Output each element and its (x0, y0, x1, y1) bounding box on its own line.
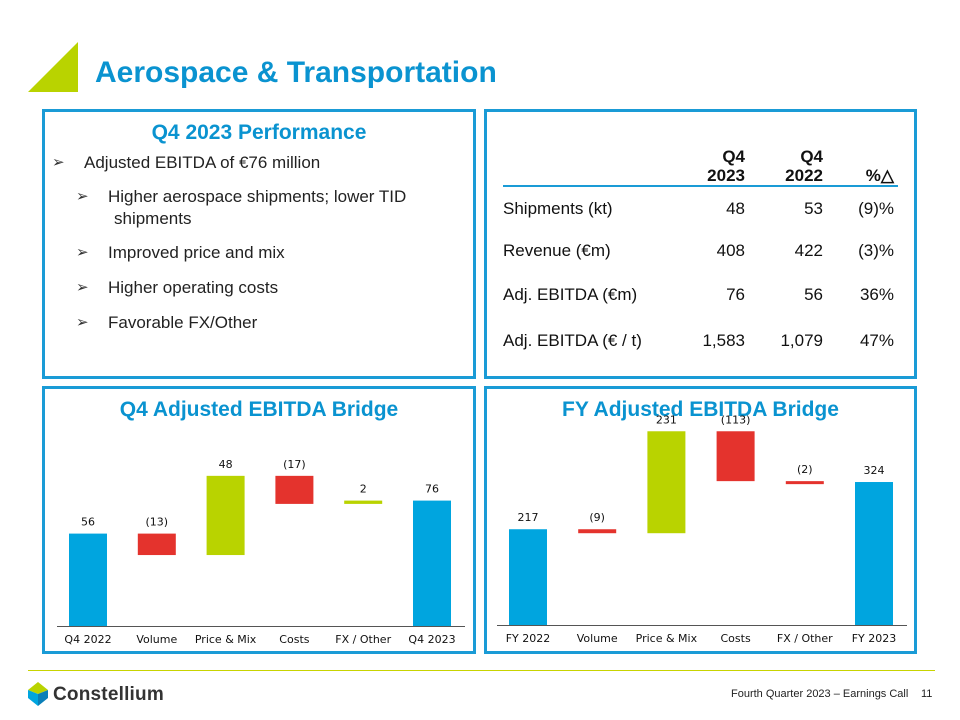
cell-q4-2023: 76 (726, 285, 745, 304)
table-row: Adj. EBITDA (€ / t) 1,583 1,079 47% (503, 319, 898, 363)
row-label: Shipments (kt) (503, 198, 613, 218)
bar (785, 481, 824, 485)
category-label: Q4 2022 (64, 633, 111, 646)
driver-text: Favorable FX/Other (108, 313, 258, 332)
performance-title: Q4 2023 Performance (151, 121, 367, 144)
data-label: 76 (425, 483, 439, 496)
data-label: 48 (219, 458, 233, 471)
kpi-header-row: Q4 2023 Q4 2022 %△ (503, 143, 898, 187)
fy-bridge-panel: FY Adjusted EBITDA Bridge 217 FY 2022 (9) V… (484, 386, 917, 654)
driver-text: Higher aerospace shipments; lower TID (108, 187, 407, 206)
kpi-table: Q4 2023 Q4 2022 %△ Shipments (kt) 48 53 (9… (503, 143, 898, 363)
data-label: 56 (81, 516, 95, 529)
bar (647, 431, 686, 534)
category-label: Price & Mix (636, 632, 698, 645)
bar (413, 500, 451, 626)
data-label: (13) (146, 516, 169, 529)
kpi-header-q4-2022: Q4 2022 (745, 143, 823, 187)
cell-q4-2022: 56 (804, 285, 823, 304)
corner-accent-icon (28, 42, 78, 92)
cell-change: 47% (859, 331, 894, 350)
page-number: 11 (921, 688, 933, 700)
kpi-header-label (503, 143, 679, 187)
table-row: Adj. EBITDA (€m) 76 56 36% (503, 271, 898, 319)
arrow-bullet-icon: ➢ (76, 244, 89, 261)
cell-change: (9)% (858, 198, 894, 218)
table-row: Revenue (€m) 408 422 (3)% (503, 230, 898, 271)
category-label: Volume (136, 633, 177, 646)
bar (716, 431, 755, 482)
arrow-bullet-icon: ➢ (76, 188, 89, 205)
footer-divider (28, 670, 935, 671)
category-label: FY 2023 (852, 632, 897, 645)
category-label: FY 2022 (506, 632, 551, 645)
cell-change: (3)% (858, 240, 894, 260)
category-label: Costs (279, 633, 309, 646)
data-label: (113) (721, 413, 751, 426)
kpi-panel: Q4 2023 Q4 2022 %△ Shipments (kt) 48 53 (9… (484, 109, 917, 379)
driver-text: Improved price and mix (108, 243, 285, 262)
bar (509, 529, 547, 625)
category-label: Costs (721, 632, 751, 645)
arrow-bullet-icon: ➢ (76, 314, 89, 331)
category-label: FX / Other (777, 632, 833, 645)
fy-bridge-title: FY Adjusted EBITDA Bridge (562, 398, 839, 421)
bar (275, 475, 314, 504)
footer-caption: Fourth Quarter 2023 – Earnings Call (731, 688, 909, 700)
data-label: 324 (864, 464, 885, 477)
row-label: Revenue (€m) (503, 240, 611, 260)
q4-bridge-title: Q4 Adjusted EBITDA Bridge (119, 398, 399, 421)
performance-panel: Q4 2023 Performance ➢ Adjusted EBITDA of… (42, 109, 476, 379)
row-label: Adj. EBITDA (€ / t) (503, 331, 642, 350)
category-label: Q4 2023 (408, 633, 455, 646)
arrow-bullet-icon: ➢ (52, 154, 65, 171)
bar (137, 533, 176, 556)
data-label: (2) (797, 463, 813, 476)
cell-q4-2022: 422 (794, 240, 823, 260)
data-label: (17) (283, 458, 306, 471)
kpi-header-change: %△ (823, 143, 898, 187)
category-label: Volume (577, 632, 618, 645)
cell-q4-2023: 408 (716, 240, 745, 260)
driver-text: Higher operating costs (108, 278, 279, 297)
q4-bridge-chart: 56 Q4 2022 (13) Volume 48 Price & Mix (17) Cost… (57, 458, 465, 646)
cell-q4-2023: 48 (726, 198, 745, 218)
bar (855, 482, 893, 625)
bar (206, 475, 245, 556)
bar (578, 529, 617, 534)
table-row: Shipments (kt) 48 53 (9)% (503, 186, 898, 230)
headline-text: Adjusted EBITDA of €76 million (84, 153, 321, 172)
data-label: (9) (589, 511, 605, 524)
q4-bridge-panel: Q4 Adjusted EBITDA Bridge 56 Q4 2022 (13) V… (42, 386, 476, 654)
cell-change: 36% (859, 285, 894, 304)
kpi-header-q4-2023: Q4 2023 (679, 143, 745, 187)
constellium-logo-icon (28, 682, 48, 706)
data-label: 231 (656, 413, 677, 426)
fy-bridge-chart: 217 FY 2022 (9) Volume 231 Price & Mix (113) Co… (497, 413, 907, 645)
bar (344, 500, 383, 504)
data-label: 217 (518, 511, 539, 524)
category-label: FX / Other (335, 633, 391, 646)
bar (69, 533, 107, 626)
row-label: Adj. EBITDA (€m) (503, 285, 638, 304)
driver-text-continued: shipments (114, 209, 192, 228)
logo-text: Constellium (53, 684, 164, 705)
page-title: Aerospace & Transportation (95, 56, 497, 89)
arrow-bullet-icon: ➢ (76, 279, 89, 296)
cell-q4-2023: 1,583 (702, 331, 745, 350)
cell-q4-2022: 1,079 (780, 331, 823, 350)
category-label: Price & Mix (195, 633, 257, 646)
data-label: 2 (360, 483, 367, 496)
cell-q4-2022: 53 (804, 198, 823, 218)
